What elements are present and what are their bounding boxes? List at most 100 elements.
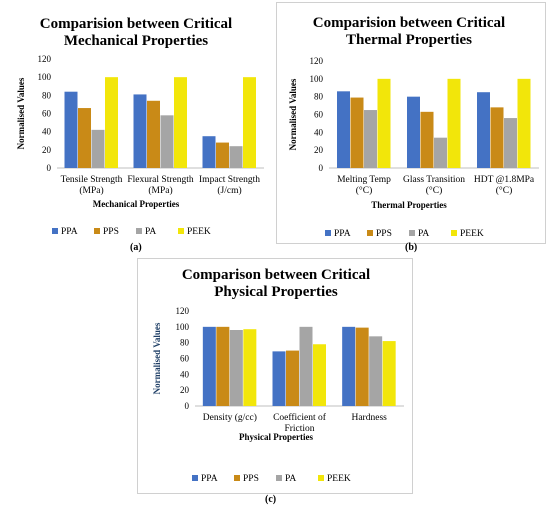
- legend-label: PEEK: [327, 474, 351, 484]
- bar-ppa: [133, 94, 147, 168]
- x-tick-label: Friction: [284, 424, 314, 434]
- legend-swatch-pps: [367, 230, 373, 236]
- bar-peek: [105, 77, 118, 168]
- bar-ppa: [337, 91, 350, 168]
- bar-pa: [299, 326, 313, 406]
- legend-label: PPA: [61, 227, 78, 237]
- bar-pa: [229, 146, 243, 168]
- chart-title-line: Comparision between Critical: [313, 15, 505, 31]
- bar-pps: [350, 97, 364, 168]
- y-tick-label: 0: [319, 163, 324, 173]
- chart-title-line: Physical Properties: [214, 284, 338, 300]
- y-tick-label: 100: [176, 322, 190, 332]
- y-axis-label: Normalised Values: [16, 77, 26, 149]
- bar-peek: [377, 78, 391, 168]
- x-tick-label: (J/cm): [217, 185, 241, 196]
- bar-peek: [313, 344, 326, 406]
- bar-peek: [517, 78, 531, 168]
- legend-label: PPA: [201, 474, 218, 484]
- bar-pa: [369, 336, 383, 406]
- legend-label: PPS: [243, 474, 259, 484]
- legend-label: PPA: [334, 229, 351, 239]
- bar-pps: [490, 107, 504, 168]
- legend-label: PPS: [376, 229, 392, 239]
- x-tick-label: Tensile Strength: [61, 175, 123, 185]
- y-tick-label: 80: [314, 92, 324, 102]
- legend-label: PPS: [103, 227, 119, 237]
- y-axis-label: Normalised Values: [152, 322, 162, 394]
- chart-title-line: Mechanical Properties: [64, 33, 208, 49]
- legend-label: PA: [145, 227, 156, 237]
- bar-ppa: [202, 326, 216, 406]
- x-tick-label: (MPa): [148, 185, 172, 196]
- bar-pps: [78, 108, 91, 168]
- x-tick-label: Glass Transition: [403, 175, 465, 185]
- bar-pps: [420, 111, 434, 168]
- x-tick-label: Melting Temp: [337, 175, 391, 185]
- y-tick-label: 60: [314, 110, 324, 120]
- y-tick-label: 80: [180, 338, 190, 348]
- legend-label: PEEK: [460, 229, 484, 239]
- bar-pps: [286, 350, 299, 406]
- legend-swatch-pps: [234, 475, 240, 481]
- y-tick-label: 60: [42, 109, 52, 119]
- bar-pa: [229, 330, 243, 406]
- bar-pa: [91, 129, 105, 168]
- bar-peek: [382, 341, 396, 406]
- bar-ppa: [64, 91, 78, 168]
- chart-panel-c: Comparison between Critical Physical Prop…: [137, 258, 413, 494]
- chart-panel-a: Comparision between Critical Mechanical P…: [2, 2, 270, 252]
- chart-title-line: Thermal Properties: [346, 32, 472, 48]
- bar-peek: [174, 77, 187, 168]
- bar-ppa: [342, 326, 356, 406]
- y-tick-label: 20: [42, 145, 52, 155]
- legend-swatch-pa: [409, 230, 415, 236]
- x-tick-label: (°C): [356, 185, 372, 196]
- y-tick-label: 100: [38, 72, 52, 82]
- y-tick-label: 40: [314, 127, 324, 137]
- x-tick-label: Flexural Strength: [127, 175, 193, 185]
- x-tick-label: Coefficient of: [273, 412, 327, 423]
- legend-label: PEEK: [187, 227, 211, 237]
- x-axis-label: Physical Properties: [239, 432, 314, 442]
- y-tick-label: 0: [185, 401, 190, 411]
- y-tick-label: 0: [47, 163, 52, 173]
- x-tick-label: (MPa): [79, 185, 103, 196]
- bar-pps: [216, 326, 230, 406]
- bar-pps: [355, 327, 369, 406]
- bar-ppa: [202, 136, 216, 168]
- legend-swatch-ppa: [325, 230, 331, 236]
- y-axis-label: Normalised Values: [288, 78, 298, 150]
- y-tick-label: 120: [310, 56, 324, 66]
- legend-swatch-ppa: [52, 228, 58, 234]
- legend-swatch-pps: [94, 228, 100, 234]
- x-tick-label: Impact Strength: [199, 175, 260, 185]
- y-tick-label: 80: [42, 90, 52, 100]
- x-axis-label: Thermal Properties: [371, 200, 447, 210]
- caption-c: (c): [265, 494, 277, 505]
- legend-swatch-pa: [276, 475, 282, 481]
- bar-peek: [243, 329, 257, 406]
- caption-a: (a): [130, 242, 142, 253]
- bar-pa: [160, 115, 174, 168]
- legend-swatch-peek: [178, 228, 184, 234]
- legend-swatch-ppa: [192, 475, 198, 481]
- legend-swatch-pa: [136, 228, 142, 234]
- x-tick-label: HDT @1.8MPa: [474, 175, 535, 185]
- y-tick-label: 20: [314, 145, 324, 155]
- bar-pa: [434, 137, 447, 168]
- bar-pps: [216, 142, 229, 168]
- y-tick-label: 120: [38, 54, 52, 64]
- bar-pa: [504, 118, 517, 168]
- y-tick-label: 60: [180, 354, 190, 364]
- y-tick-label: 100: [310, 74, 324, 84]
- bar-ppa: [407, 96, 420, 168]
- x-tick-label: Density (g/cc): [203, 412, 257, 423]
- bar-pps: [147, 100, 160, 168]
- y-tick-label: 40: [180, 369, 190, 379]
- y-tick-label: 40: [42, 127, 52, 137]
- legend-swatch-peek: [451, 230, 457, 236]
- x-tick-label: (°C): [496, 185, 512, 196]
